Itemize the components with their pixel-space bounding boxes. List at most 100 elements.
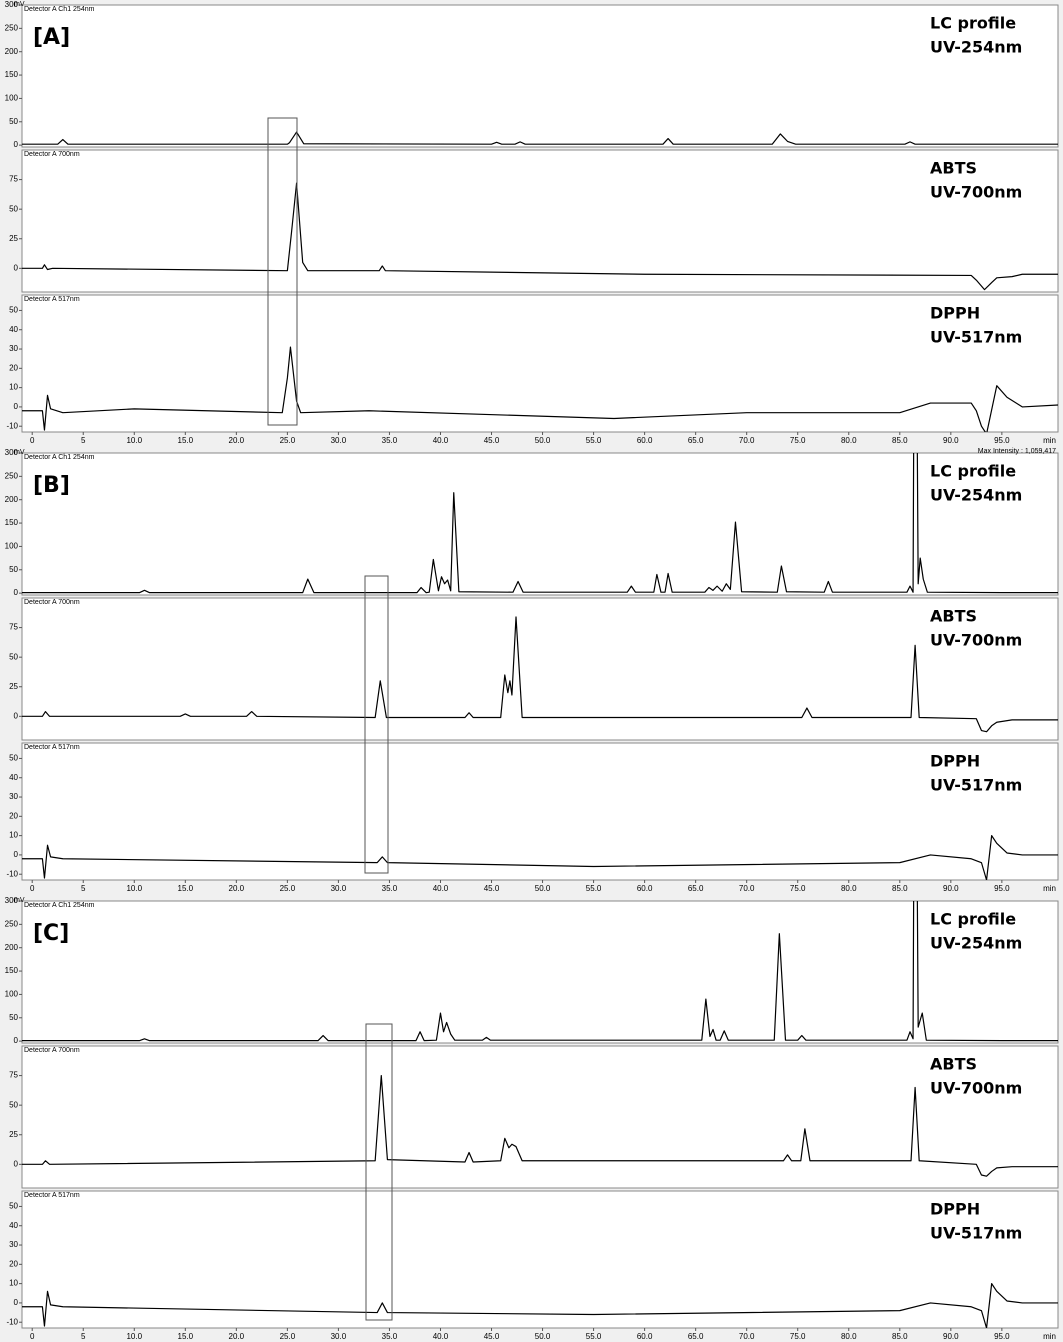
y-tick-label: 25 — [9, 234, 18, 243]
x-tick-label: 40.0 — [433, 1332, 449, 1341]
plot-frame — [21, 1190, 1059, 1329]
trace-title: DPPH — [930, 752, 980, 771]
plot-frame — [21, 4, 1059, 148]
y-tick-label: 100 — [5, 990, 19, 999]
y-tick-label: 30 — [9, 1240, 18, 1249]
detector-label: Detector A Ch1 254nm — [24, 454, 95, 461]
plot-frame — [21, 452, 1059, 596]
x-tick-label: 75.0 — [790, 436, 806, 445]
y-tick-label: 150 — [5, 518, 19, 527]
x-tick-label: 95.0 — [994, 436, 1010, 445]
x-tick-label: 50.0 — [535, 884, 551, 893]
x-tick-label: 75.0 — [790, 884, 806, 893]
y-tick-label: -10 — [6, 421, 18, 430]
x-tick-label: 65.0 — [688, 1332, 704, 1341]
trace — [22, 182, 1058, 291]
trace — [22, 1283, 1058, 1328]
x-tick-label: 65.0 — [688, 884, 704, 893]
y-tick-label: 50 — [9, 652, 18, 661]
x-tick-label: 45.0 — [484, 436, 500, 445]
x-tick-label: 70.0 — [739, 1332, 755, 1341]
x-tick-label: 95.0 — [994, 884, 1010, 893]
trace — [22, 835, 1058, 880]
y-tick-label: 0 — [14, 850, 19, 859]
detector-label: Detector A Ch1 254nm — [24, 902, 95, 909]
x-tick-label: 55.0 — [586, 436, 602, 445]
y-tick-label: 20 — [9, 363, 18, 372]
y-tick-label: 50 — [9, 306, 18, 315]
x-tick-label: 50.0 — [535, 436, 551, 445]
x-tick-label: 50.0 — [535, 1332, 551, 1341]
y-unit: mV — [14, 449, 25, 456]
highlight-box — [365, 1023, 393, 1321]
y-tick-label: 150 — [5, 966, 19, 975]
y-tick-label: 20 — [9, 811, 18, 820]
trace-subtitle: UV-700nm — [930, 631, 1022, 650]
y-tick-label: 200 — [5, 495, 19, 504]
y-tick-label: 300 — [5, 0, 19, 9]
y-unit: mV — [14, 1, 25, 8]
y-tick-label: 25 — [9, 682, 18, 691]
x-tick-label: 70.0 — [739, 884, 755, 893]
x-tick-label: 90.0 — [943, 884, 959, 893]
y-tick-label: 150 — [5, 70, 19, 79]
x-tick-label: 75.0 — [790, 1332, 806, 1341]
y-tick-label: 25 — [9, 1130, 18, 1139]
trace — [22, 1074, 1058, 1177]
y-tick-label: 100 — [5, 94, 19, 103]
trace-title: ABTS — [930, 159, 977, 178]
annotation: Max Intensity : 1,059,417 — [978, 448, 1056, 455]
y-tick-label: 0 — [14, 588, 19, 597]
x-tick-label: 80.0 — [841, 1332, 857, 1341]
trace-title: LC profile — [930, 462, 1016, 481]
detector-label: Detector A 700nm — [24, 599, 80, 606]
y-tick-label: 40 — [9, 325, 18, 334]
plot-frame — [21, 1045, 1059, 1189]
y-tick-label: -10 — [6, 1317, 18, 1326]
x-tick-label: 10.0 — [126, 436, 142, 445]
trace-subtitle: UV-254nm — [930, 934, 1022, 953]
x-tick-label: 55.0 — [586, 884, 602, 893]
trace-subtitle: UV-254nm — [930, 486, 1022, 505]
x-tick-label: 0 — [30, 1332, 35, 1341]
x-tick-label: 90.0 — [943, 436, 959, 445]
detector-label: Detector A 517nm — [24, 744, 80, 751]
y-tick-label: 75 — [9, 175, 18, 184]
y-tick-label: 50 — [9, 1013, 18, 1022]
x-tick-label: 20.0 — [229, 436, 245, 445]
x-tick-label: 5 — [81, 436, 86, 445]
y-tick-label: 50 — [9, 204, 18, 213]
x-tick-label: 55.0 — [586, 1332, 602, 1341]
y-tick-label: 0 — [14, 711, 19, 720]
y-tick-label: 300 — [5, 896, 19, 905]
x-tick-label: 40.0 — [433, 436, 449, 445]
x-tick-label: 40.0 — [433, 884, 449, 893]
x-tick-label: 10.0 — [126, 884, 142, 893]
plot-frame — [21, 149, 1059, 293]
y-tick-label: 10 — [9, 1279, 18, 1288]
trace — [22, 616, 1058, 733]
x-tick-label: 15.0 — [178, 884, 194, 893]
x-tick-label: 35.0 — [382, 436, 398, 445]
y-tick-label: 0 — [14, 1159, 19, 1168]
x-tick-label: 5 — [81, 1332, 86, 1341]
trace-title: LC profile — [930, 14, 1016, 33]
y-tick-label: 50 — [9, 117, 18, 126]
x-tick-label: 60.0 — [637, 884, 653, 893]
trace — [22, 453, 1058, 594]
y-tick-label: 40 — [9, 1221, 18, 1230]
y-tick-label: 200 — [5, 47, 19, 56]
y-tick-label: 30 — [9, 344, 18, 353]
trace-title: LC profile — [930, 910, 1016, 929]
y-tick-label: 75 — [9, 1071, 18, 1080]
panel-label: [B] — [33, 473, 70, 498]
y-tick-label: 100 — [5, 542, 19, 551]
trace-title: DPPH — [930, 1200, 980, 1219]
y-tick-label: 40 — [9, 773, 18, 782]
trace-subtitle: UV-517nm — [930, 328, 1022, 347]
y-tick-label: 250 — [5, 23, 19, 32]
y-tick-label: 10 — [9, 383, 18, 392]
panel-label: [A] — [33, 25, 70, 50]
x-tick-label: 25.0 — [280, 884, 296, 893]
